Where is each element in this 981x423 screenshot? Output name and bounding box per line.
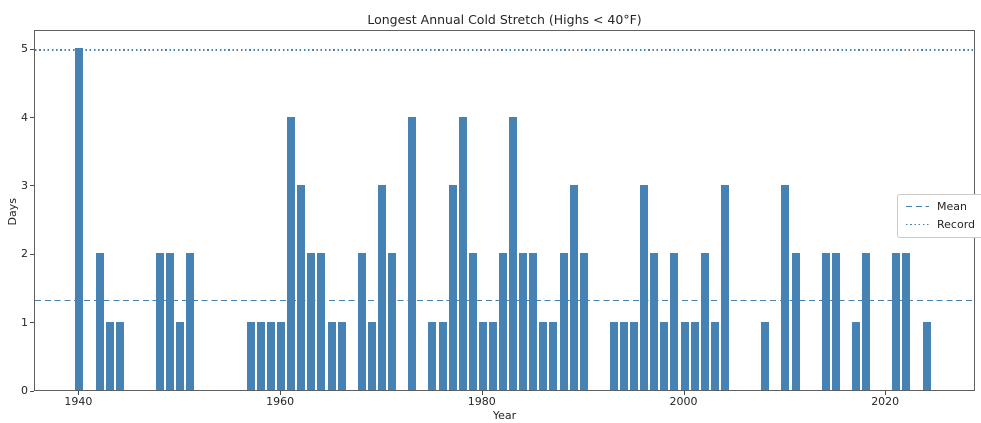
bar-2004 bbox=[720, 184, 729, 390]
bar-1999 bbox=[670, 253, 679, 390]
bar-1982 bbox=[499, 253, 507, 390]
bar-1988 bbox=[559, 253, 568, 390]
legend: Mean Record bbox=[897, 194, 981, 238]
legend-mean-label: Mean bbox=[937, 200, 967, 213]
bar-1975 bbox=[428, 321, 437, 390]
bar-2003 bbox=[710, 321, 719, 390]
bar-1965 bbox=[327, 321, 336, 390]
bar-1980 bbox=[478, 321, 487, 390]
bar-2017 bbox=[852, 321, 860, 390]
bar-1960 bbox=[277, 321, 286, 390]
bar-1969 bbox=[367, 321, 376, 390]
mean-line-sample bbox=[906, 205, 929, 208]
legend-entry-mean: Mean bbox=[906, 200, 975, 213]
x-axis-label: Year bbox=[492, 409, 517, 422]
bar-1961 bbox=[287, 116, 296, 390]
bar-1940 bbox=[75, 48, 84, 390]
x-tick-mark-2000 bbox=[683, 391, 685, 395]
y-tick-label-2: 2 bbox=[21, 247, 28, 261]
bar-1949 bbox=[166, 253, 175, 390]
bar-1995 bbox=[630, 321, 639, 390]
bar-1997 bbox=[650, 253, 659, 390]
bar-1984 bbox=[519, 253, 528, 390]
x-tick-mark-1980 bbox=[481, 391, 483, 395]
bar-1979 bbox=[468, 253, 477, 390]
plot-area bbox=[34, 30, 975, 391]
chart-title: Longest Annual Cold Stretch (Highs < 40°… bbox=[367, 12, 642, 27]
bar-2002 bbox=[700, 253, 709, 390]
y-tick-mark-4 bbox=[30, 117, 34, 118]
bar-1966 bbox=[337, 321, 346, 390]
x-tick-label-1940: 1940 bbox=[64, 395, 93, 408]
bar-1996 bbox=[640, 184, 649, 390]
bar-1968 bbox=[357, 253, 366, 390]
bar-1964 bbox=[317, 253, 326, 390]
bar-1963 bbox=[307, 253, 316, 390]
bar-2011 bbox=[791, 253, 800, 390]
y-tick-label-5: 5 bbox=[21, 42, 28, 56]
bar-1948 bbox=[156, 253, 165, 390]
y-tick-mark-1 bbox=[30, 322, 34, 324]
bar-1959 bbox=[267, 321, 275, 390]
bar-1957 bbox=[246, 321, 255, 390]
bar-1994 bbox=[620, 321, 628, 390]
y-tick-mark-3 bbox=[30, 185, 34, 187]
record-line-sample bbox=[906, 223, 929, 226]
y-tick-label-1: 1 bbox=[21, 315, 28, 329]
x-tick-label-2000: 2000 bbox=[669, 395, 698, 408]
mean-line bbox=[35, 299, 974, 302]
x-tick-label-1960: 1960 bbox=[266, 395, 295, 408]
bar-1962 bbox=[297, 184, 306, 390]
bar-2024 bbox=[922, 321, 931, 390]
bar-1978 bbox=[458, 116, 467, 390]
x-tick-label-1980: 1980 bbox=[467, 395, 496, 408]
bar-2000 bbox=[680, 321, 689, 390]
bar-2015 bbox=[831, 253, 840, 390]
bar-1958 bbox=[256, 321, 265, 390]
bar-1944 bbox=[115, 321, 124, 390]
x-tick-mark-1940 bbox=[78, 391, 80, 395]
bar-1993 bbox=[609, 321, 618, 390]
bar-1976 bbox=[438, 321, 447, 390]
x-tick-mark-2020 bbox=[885, 391, 887, 395]
y-tick-label-0: 0 bbox=[21, 384, 28, 397]
bar-2021 bbox=[892, 253, 901, 390]
bar-1973 bbox=[408, 116, 417, 390]
bar-2014 bbox=[821, 253, 830, 390]
y-axis-label: Days bbox=[5, 197, 19, 226]
y-tick-label-3: 3 bbox=[21, 178, 28, 192]
bar-2018 bbox=[862, 253, 871, 390]
bar-1977 bbox=[448, 184, 457, 390]
y-tick-mark-2 bbox=[30, 253, 34, 255]
bar-1983 bbox=[509, 116, 518, 390]
x-tick-mark-1960 bbox=[280, 391, 282, 395]
y-tick-mark-0 bbox=[30, 390, 34, 392]
legend-record-label: Record bbox=[937, 218, 976, 231]
bar-1971 bbox=[388, 253, 396, 390]
bar-1985 bbox=[529, 253, 538, 390]
bar-2008 bbox=[761, 321, 770, 390]
record-line bbox=[35, 49, 974, 51]
bar-1981 bbox=[488, 321, 497, 390]
y-tick-mark-5 bbox=[30, 48, 34, 50]
x-tick-label-2020: 2020 bbox=[871, 395, 900, 408]
bar-1990 bbox=[579, 253, 588, 390]
bar-1986 bbox=[539, 321, 548, 390]
y-tick-label-4: 4 bbox=[21, 110, 28, 124]
legend-entry-record: Record bbox=[906, 218, 975, 231]
bar-1987 bbox=[549, 321, 558, 390]
bar-1942 bbox=[95, 253, 104, 390]
bar-1970 bbox=[377, 184, 386, 390]
bar-1998 bbox=[660, 321, 669, 390]
bar-2022 bbox=[902, 253, 911, 390]
bar-1989 bbox=[569, 184, 578, 390]
bar-1951 bbox=[186, 253, 195, 390]
bar-1950 bbox=[176, 321, 185, 390]
bar-2001 bbox=[690, 321, 699, 390]
bar-1943 bbox=[105, 321, 114, 390]
bar-2010 bbox=[781, 184, 790, 390]
